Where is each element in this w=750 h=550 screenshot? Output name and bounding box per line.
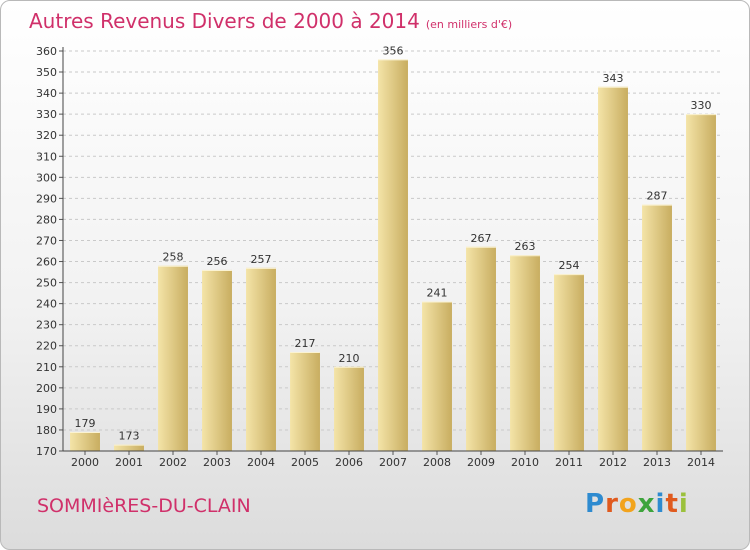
logo-letter: o	[618, 489, 638, 519]
chart-title-unit: (en milliers d'€)	[425, 18, 513, 31]
value-labels: 179 173 258 256 257 217 210 356 241 267 263 254 343 2…	[75, 44, 712, 442]
chart-title-main: Autres Revenus Divers de 2000 à 2014	[29, 9, 420, 33]
bar-2004	[246, 267, 276, 451]
value-label-2004: 257	[251, 253, 272, 266]
x-tick-label: 2011	[555, 456, 583, 469]
value-label-2002: 258	[163, 251, 184, 264]
value-label-2008: 241	[427, 287, 448, 300]
value-label-2013: 287	[647, 190, 668, 203]
bar-2013	[642, 204, 672, 451]
y-tick-label: 340	[36, 87, 57, 100]
y-tick-label: 230	[36, 319, 57, 332]
bar-2003	[202, 269, 232, 451]
value-label-2009: 267	[471, 232, 492, 245]
value-label-2003: 256	[207, 255, 228, 268]
bar-2001	[114, 444, 144, 451]
x-tick-label: 2010	[511, 456, 539, 469]
logo-letter: x	[637, 489, 656, 519]
logo-letter: i	[655, 489, 666, 519]
bar-2002	[158, 265, 188, 451]
y-tick-label: 240	[36, 298, 57, 311]
value-label-2011: 254	[559, 259, 580, 272]
x-tick-label: 2009	[467, 456, 495, 469]
y-tick-label: 350	[36, 66, 57, 79]
value-label-2005: 217	[295, 337, 316, 350]
y-tick-label: 320	[36, 129, 57, 142]
x-tick-label: 2000	[71, 456, 99, 469]
x-tick-label: 2013	[643, 456, 671, 469]
value-label-2000: 179	[75, 417, 96, 430]
chart-title: Autres Revenus Divers de 2000 à 2014 (en …	[29, 9, 512, 33]
value-label-2012: 343	[603, 72, 624, 85]
logo-letter: i	[678, 489, 689, 519]
logo-letter: t	[665, 489, 679, 519]
bar-2012	[598, 86, 628, 451]
x-tick-label: 2006	[335, 456, 363, 469]
y-tick-label: 210	[36, 361, 57, 374]
y-tick-label: 180	[36, 424, 57, 437]
value-label-2010: 263	[515, 240, 536, 253]
y-tick-label: 360	[36, 45, 57, 58]
logo-letter: P	[585, 489, 606, 519]
y-tick-label: 260	[36, 256, 57, 269]
x-tick-label: 2008	[423, 456, 451, 469]
bar-2011	[554, 274, 584, 451]
x-tick-label: 2005	[291, 456, 319, 469]
y-tick-label: 190	[36, 403, 57, 416]
bar-2010	[510, 255, 540, 451]
y-tick-label: 270	[36, 234, 57, 247]
town-name: SOMMIèRES-DU-CLAIN	[37, 495, 251, 517]
proxiti-logo: Proxiti	[585, 489, 689, 519]
y-tick-label: 310	[36, 150, 57, 163]
value-label-2001: 173	[119, 430, 140, 443]
y-tick-label: 250	[36, 277, 57, 290]
bar-2007	[378, 59, 408, 451]
logo-letter: r	[605, 489, 619, 519]
x-tick-label: 2002	[159, 456, 187, 469]
value-label-2007: 356	[383, 44, 404, 57]
x-tick-label: 2003	[203, 456, 231, 469]
x-tick-label: 2004	[247, 456, 275, 469]
y-tick-label: 280	[36, 213, 57, 226]
x-tick-label: 2001	[115, 456, 143, 469]
y-tick-label: 300	[36, 171, 57, 184]
x-tick-label: 2007	[379, 456, 407, 469]
y-tick-label: 330	[36, 108, 57, 121]
bar-2000	[70, 432, 100, 451]
y-tick-label: 220	[36, 340, 57, 353]
x-tick-label: 2014	[687, 456, 715, 469]
bar-2008	[422, 301, 452, 451]
bar-2014	[686, 114, 716, 451]
bar-2005	[290, 352, 320, 451]
y-tick-label: 200	[36, 382, 57, 395]
value-label-2006: 210	[339, 352, 360, 365]
x-tick-label: 2012	[599, 456, 627, 469]
bar-2006	[334, 366, 364, 451]
value-label-2014: 330	[691, 99, 712, 112]
bar-2009	[466, 246, 496, 451]
axes: 170 180 190 200 210 220 230 240 250 260 270 280 290 3…	[36, 45, 723, 469]
y-tick-label: 290	[36, 192, 57, 205]
y-tick-label: 170	[36, 445, 57, 458]
bars	[70, 59, 716, 451]
